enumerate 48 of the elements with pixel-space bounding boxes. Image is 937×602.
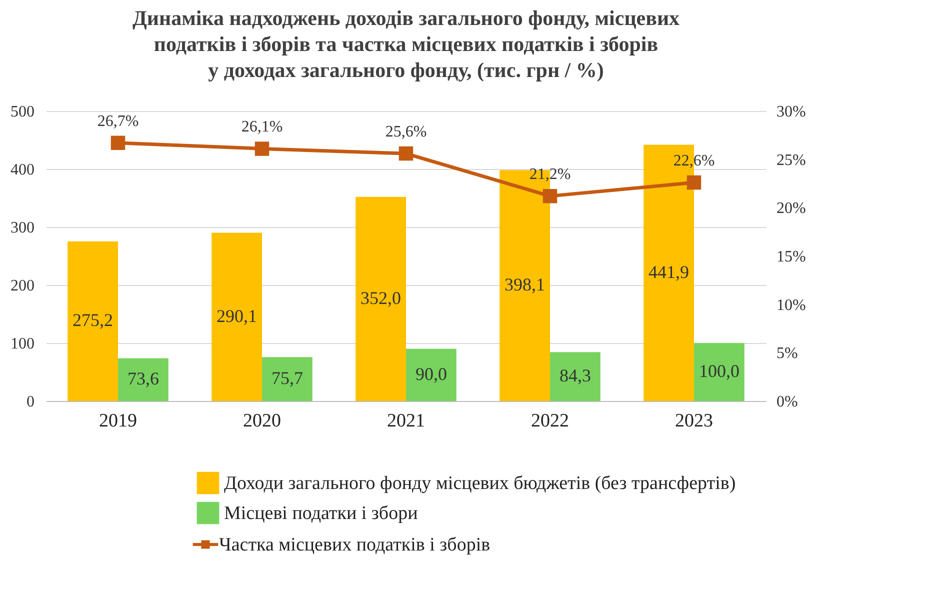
bar — [550, 352, 600, 401]
data-label: 352,0 — [360, 288, 402, 308]
bar — [356, 196, 406, 401]
data-label: 84,3 — [559, 366, 591, 386]
data-label: 25,6% — [385, 124, 427, 141]
data-label: 90,0 — [415, 364, 447, 384]
data-label: 100,0 — [698, 361, 740, 381]
legend-label: Місцеві податки і збори — [224, 503, 418, 524]
data-label: 26,1% — [241, 118, 283, 136]
bar — [406, 348, 456, 401]
y-tick-label: 0 — [26, 394, 34, 410]
x-tick-label: 2021 — [387, 410, 425, 432]
bar — [118, 358, 168, 401]
y2-tick-label: 20% — [776, 200, 806, 218]
point — [542, 188, 558, 204]
data-label: 290,1 — [216, 306, 258, 326]
legend-label: Доходи загального фонду місцевих бюджетів (без трансфертів) — [224, 473, 736, 494]
legend-label: Частка місцевих податків і зборів — [219, 534, 490, 556]
y-tick-label: 400 — [10, 162, 34, 178]
y-tick-label: 200 — [10, 278, 34, 294]
y2-tick-label: 25% — [776, 152, 806, 169]
data-label: 275,2 — [72, 310, 114, 330]
y2-tick-label: 30% — [776, 104, 806, 120]
bar — [694, 343, 744, 401]
point — [110, 136, 126, 150]
x-tick-label: 2020 — [243, 410, 281, 432]
chart-title: Динаміка надходжень доходів загального фонду, місцевих податків і зборів та частка місцевих податків і зборів у доходах загального фонду, (тис. грн / %) — [132, 6, 680, 82]
data-label: 26,7% — [97, 112, 139, 130]
bar — [212, 232, 262, 401]
data-label: 75,7 — [271, 368, 303, 388]
point — [686, 175, 702, 190]
y2-tick-label: 10% — [776, 296, 806, 314]
y-tick-label: 300 — [10, 220, 34, 236]
x-tick-label: 2019 — [99, 410, 137, 432]
y2-tick-label: 5% — [776, 345, 798, 362]
y2-tick-label: 15% — [776, 248, 806, 266]
bar — [262, 357, 312, 401]
y-tick-label: 100 — [10, 336, 34, 352]
y-tick-label: 500 — [10, 104, 34, 120]
data-label: 398,1 — [504, 274, 546, 295]
point — [254, 142, 270, 156]
data-label: 441,9 — [648, 262, 690, 282]
x-tick-label: 2023 — [675, 410, 713, 432]
point — [398, 146, 414, 161]
y2-tick-label: 0% — [776, 394, 798, 410]
data-label: 73,6 — [127, 368, 159, 389]
bar — [68, 241, 118, 401]
x-tick-label: 2022 — [531, 410, 569, 432]
